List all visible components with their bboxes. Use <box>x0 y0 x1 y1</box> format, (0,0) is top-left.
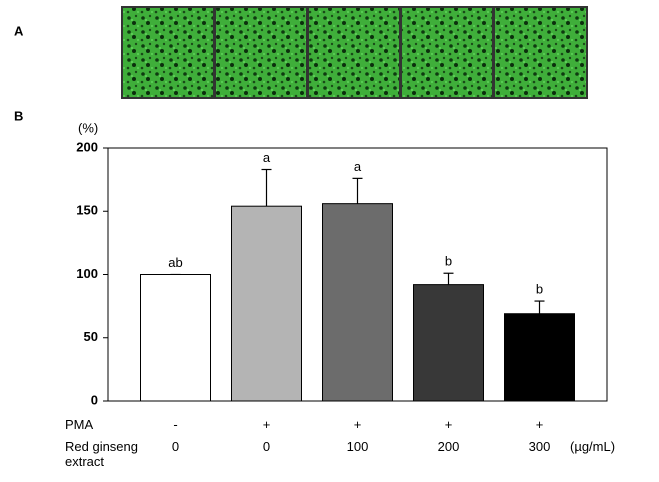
row-value: 200 <box>437 439 460 454</box>
annotation: b <box>445 254 452 269</box>
panel-label: B <box>14 108 23 123</box>
annotation: a <box>354 159 362 174</box>
row-value: + <box>535 417 544 432</box>
micrograph <box>493 6 588 99</box>
bar <box>413 284 484 402</box>
bar <box>140 274 211 402</box>
y-tick-label: 0 <box>91 392 98 407</box>
row-value: 100 <box>346 439 369 454</box>
y-tick-label: 150 <box>76 203 98 218</box>
row-value: + <box>444 417 453 432</box>
micrograph <box>400 6 494 99</box>
row-value: - <box>173 417 178 432</box>
micrograph <box>121 6 215 99</box>
bar <box>231 205 302 402</box>
row-value: 0 <box>171 439 180 454</box>
annotation: a <box>263 150 271 165</box>
y-tick-label: 200 <box>76 139 98 154</box>
row-unit: (µg/mL) <box>570 439 616 454</box>
y-tick-label: 100 <box>76 266 98 281</box>
micrograph <box>307 6 401 99</box>
row-value: + <box>262 417 271 432</box>
row-label: Red ginseng extract <box>65 439 138 469</box>
y-axis-label: (%) <box>78 120 98 135</box>
row-label: PMA <box>65 417 94 432</box>
annotation: ab <box>168 255 182 270</box>
bar <box>322 203 393 402</box>
row-value: 0 <box>262 439 271 454</box>
micrograph <box>214 6 308 99</box>
panel-label: A <box>14 23 24 38</box>
micrographs <box>121 6 588 99</box>
y-tick-label: 50 <box>84 329 98 344</box>
row-value: + <box>353 417 362 432</box>
annotation: b <box>536 282 543 297</box>
row-value: 300 <box>528 439 551 454</box>
bar <box>504 313 575 402</box>
